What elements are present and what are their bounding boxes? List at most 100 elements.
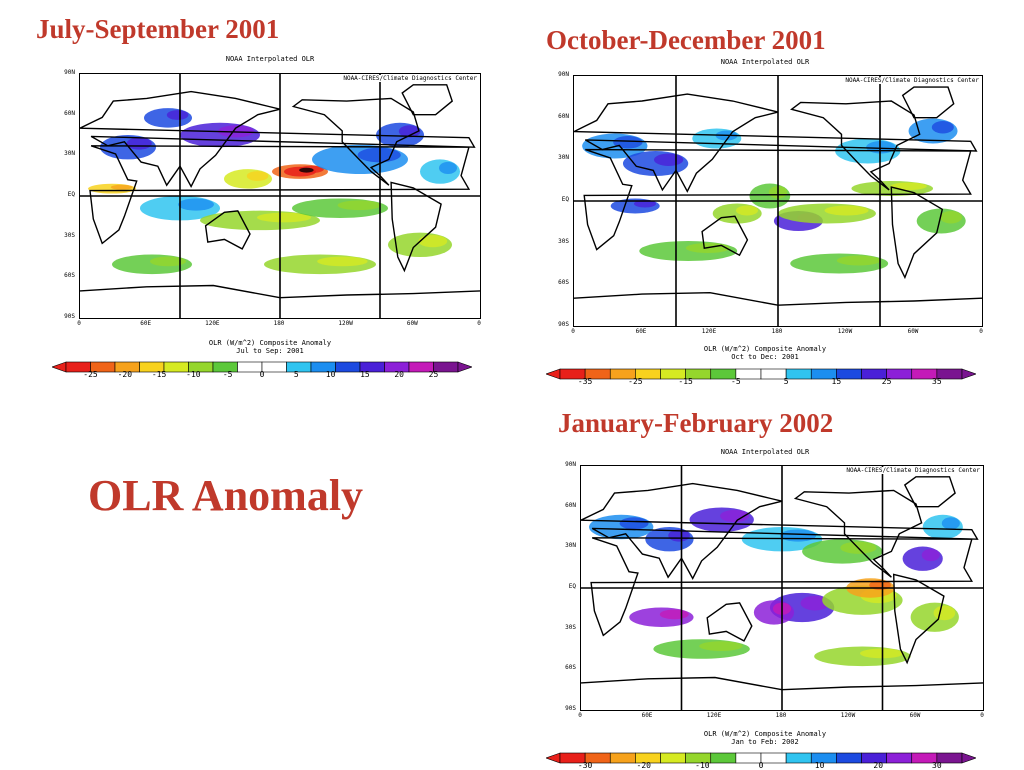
anomaly-core: [859, 648, 904, 659]
caption-line-1: OLR (W/m^2) Composite Anomaly: [703, 345, 827, 353]
lat-tick-label: 90N: [64, 69, 75, 76]
caption-line-1: OLR (W/m^2) Composite Anomaly: [208, 339, 332, 347]
anomaly-core: [337, 200, 381, 211]
lat-tick-label: 30S: [558, 237, 569, 245]
colorbar-tick-label: 0: [758, 761, 764, 770]
colorbar-tick-label: -10: [186, 370, 201, 379]
colorbar-tick-label: 10: [325, 370, 336, 379]
lon-tick-label: 180: [273, 320, 285, 327]
anomaly-core: [166, 110, 189, 120]
continent-outline: [80, 90, 476, 189]
panel-heading-jas: July-September 2001: [36, 14, 280, 44]
colorbar-tick-label: 30: [932, 761, 942, 770]
colorbar: -30 -20 -10 0 10 20 30: [545, 749, 977, 770]
anomaly-core: [699, 641, 743, 651]
continent-outline: [903, 476, 956, 508]
colorbar-tick-label: -20: [117, 370, 133, 379]
colorbar-tick-label: 0: [259, 370, 265, 379]
lon-tick-label: 120W: [837, 328, 853, 335]
lat-tick-label: 60N: [565, 501, 576, 509]
colorbar-tick-label: 15: [360, 370, 370, 379]
continent-outline: [583, 148, 972, 251]
anomaly-core: [824, 205, 869, 216]
colorbar-strip: [545, 752, 977, 764]
lon-tick-label: 60W: [907, 328, 919, 335]
anomaly-core: [178, 198, 214, 211]
olr-anomaly-field: [581, 466, 983, 710]
credit-label: NOAA-CIRES/Climate Diagnostics Center: [844, 77, 980, 84]
slide-title: OLR Anomaly: [88, 471, 364, 520]
colorbar-tick-label: -5: [731, 377, 741, 386]
lat-tick-label: 90S: [558, 321, 569, 328]
colorbar-swatch: [710, 752, 737, 764]
anomaly-core: [398, 125, 421, 138]
lon-tick-label: 0: [979, 328, 983, 335]
anomaly-core: [779, 529, 817, 542]
anomaly-core: [659, 609, 689, 620]
anomaly-core: [931, 121, 954, 134]
anomaly-core: [939, 211, 963, 224]
lon-tick-label: 120E: [706, 712, 722, 719]
anomaly-core: [317, 256, 368, 267]
lat-tick-label: 60N: [558, 112, 569, 120]
continent-outline: [390, 181, 442, 273]
anomaly-core: [246, 171, 269, 181]
lat-tick-label: 90N: [558, 71, 569, 78]
continent-outline: [892, 573, 945, 665]
anomaly-core: [126, 137, 152, 150]
lon-tick-label: 0: [77, 320, 81, 327]
colorbar: -25 -20 -15 -10 -5 0 5 10 15 20 25: [51, 358, 473, 380]
lat-tick-label: 30N: [565, 542, 576, 550]
lon-tick-label: 0: [477, 320, 481, 327]
colorbar-tick-label: -35: [577, 377, 593, 386]
anomaly-core: [299, 167, 314, 173]
map-title: NOAA Interpolated OLR: [720, 58, 810, 66]
colorbar-tick-label: -25: [628, 377, 643, 386]
colorbar-tick-label: 5: [783, 377, 789, 386]
colorbar-tick-label: 35: [932, 377, 942, 386]
lon-tick-label: 60E: [641, 712, 653, 719]
lon-tick-label: 60W: [909, 712, 921, 719]
anomaly-core: [150, 256, 186, 267]
anomaly-core: [800, 595, 830, 611]
colorbar-tick-label: -10: [695, 761, 710, 770]
lat-tick-label: 90S: [565, 705, 576, 712]
colorbar-end: [457, 361, 473, 373]
colorbar-tick-label: 20: [873, 761, 884, 770]
colorbar: -35 -25 -15 -5 5 15 25 35: [545, 365, 977, 387]
colorbar-strip: [545, 368, 977, 380]
lat-tick-label: 30S: [64, 231, 75, 239]
continent-outline: [401, 84, 454, 116]
colorbar-swatch: [660, 752, 686, 764]
lon-tick-label: 120E: [205, 320, 220, 327]
credit-label: NOAA-CIRES/Climate Diagnostics Center: [845, 467, 981, 474]
colorbar-end: [545, 752, 561, 764]
colorbar-tick-label: -15: [151, 370, 167, 379]
caption-line-1: OLR (W/m^2) Composite Anomaly: [703, 730, 827, 738]
colorbar-tick-label: -30: [577, 761, 593, 770]
panel-heading-jf: January-February 2002: [558, 408, 834, 438]
lon-tick-label: 60E: [140, 320, 152, 327]
continent-outline: [890, 186, 944, 280]
lat-tick-label: EQ: [67, 191, 75, 198]
lat-tick-label: EQ: [568, 583, 576, 590]
colorbar-end: [961, 368, 977, 380]
lat-tick-label: 90S: [64, 313, 75, 320]
olr-anomaly-field: [574, 76, 982, 326]
lon-tick-label: 120W: [338, 320, 353, 327]
colorbar-tick-label: -25: [83, 370, 98, 379]
continent-outline: [790, 100, 921, 191]
lat-tick-label: 60S: [558, 279, 569, 287]
olr-anomaly-field: [80, 74, 480, 318]
colorbar-tick-label: 15: [831, 377, 842, 386]
lon-tick-label: 60E: [635, 328, 647, 335]
continent-outline: [581, 482, 979, 580]
colorbar-tick-label: -5: [222, 370, 233, 379]
anomaly-core: [890, 182, 927, 190]
continent-outline: [901, 86, 955, 119]
credit-label: NOAA-CIRES/Climate Diagnostics Center: [342, 75, 478, 82]
map-title: NOAA Interpolated OLR: [225, 55, 315, 63]
olr-map: NOAA-CIRES/Climate Diagnostics Center: [573, 75, 983, 327]
caption-line-2: Jul to Sep: 2001: [236, 347, 304, 355]
anomaly-core: [836, 255, 881, 266]
